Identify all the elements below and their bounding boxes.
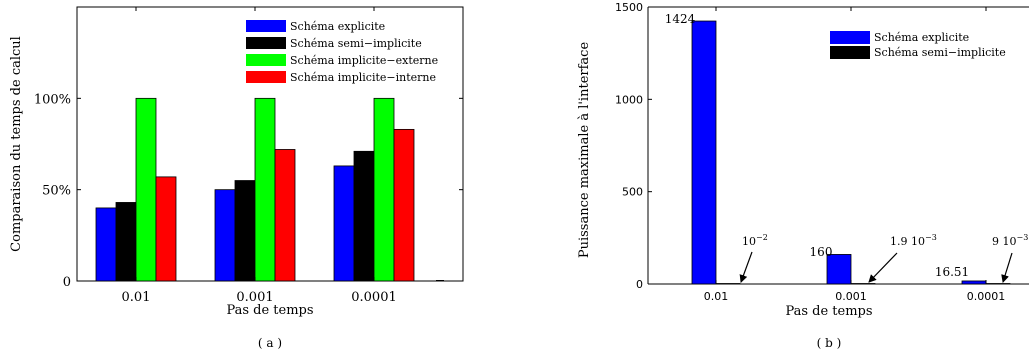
chart-b-legend-swatch <box>830 46 870 59</box>
chart-a-legend-swatch <box>246 71 286 83</box>
chart-a-ytick-label: 100% <box>34 92 71 107</box>
chart-a-bar <box>135 97 157 282</box>
chart-a-xtick-label: 0.0001 <box>351 290 397 305</box>
chart-b-legend-label: Schéma semi−implicite <box>874 46 1006 59</box>
chart-b-annotation-label: 9 10−3 <box>992 233 1028 248</box>
chart-b-xtick-label: 0.01 <box>704 290 729 303</box>
chart-b-annotation-label: 10−2 <box>742 233 768 248</box>
chart-b-bar <box>850 283 876 285</box>
chart-b-ylabel: Puissance maximale à l'interface <box>577 42 592 259</box>
chart-b-xlabel: Pas de temps <box>785 304 872 319</box>
chart-a-legend-label: Schéma implicite−externe <box>290 54 438 67</box>
chart-a-bar <box>115 202 137 282</box>
chart-a-bar <box>373 97 395 282</box>
chart-b-xtick-label: 0.0001 <box>967 290 1006 303</box>
chart-b-bar <box>826 254 852 285</box>
chart-a-bar <box>155 176 177 282</box>
chart-a-bar <box>333 165 355 282</box>
chart-b-ytick-label: 1500 <box>615 1 643 14</box>
chart-b-panel-label: ( b ) <box>817 336 842 350</box>
chart-b-ytick-label: 0 <box>636 278 643 291</box>
chart-a-legend-label: Schéma explicite <box>290 20 385 33</box>
chart-a-xlabel: Pas de temps <box>226 303 313 318</box>
chart-b-bar <box>961 280 987 285</box>
chart-a-legend-swatch <box>246 37 286 49</box>
chart-b-legend-label: Schéma explicite <box>874 31 969 44</box>
chart-b-xtick-label: 0.001 <box>835 290 867 303</box>
chart-b-annotation-arrow <box>1001 252 1013 283</box>
chart-b: 0 500 1000 1500 0.01 0.001 0.0001 1424 160 16.5… <box>577 1 1029 350</box>
chart-b-bar <box>715 283 741 285</box>
chart-a-bar <box>393 128 415 282</box>
chart-b-ytick-label: 1000 <box>615 93 643 106</box>
chart-a-legend-swatch <box>246 20 286 32</box>
chart-a-legend: Schéma explicite Schéma semi−implicite Sch… <box>243 13 451 87</box>
chart-b-legend-swatch <box>830 31 870 44</box>
chart-a-panel-label: ( a ) <box>258 336 282 350</box>
chart-a-bar <box>353 150 375 282</box>
chart-b-bar <box>691 20 717 285</box>
chart-a-bar <box>95 207 117 282</box>
chart-b-ytick-label: 500 <box>622 186 643 199</box>
chart-a-bar <box>234 180 256 282</box>
chart-b-annotation-label: 1.9 10−3 <box>890 233 937 248</box>
chart-a-legend-label: Schéma implicite−interne <box>290 71 436 84</box>
chart-b-value-label: 1424 <box>665 12 696 26</box>
chart-b-annotation-arrow <box>739 251 753 283</box>
chart-a-bar <box>254 97 276 282</box>
chart-b-bar <box>985 283 1011 285</box>
chart-b-legend: Schéma explicite Schéma semi−implicite <box>830 31 1006 59</box>
chart-a-bar <box>214 189 236 282</box>
chart-a-bar <box>274 149 296 282</box>
chart-b-annotation-arrow <box>868 252 898 283</box>
chart-a-ylabel: Comparaison du temps de calcul <box>9 36 24 252</box>
chart-a-legend-swatch <box>246 54 286 66</box>
chart-a: 0 50% 100% 0.01 0.001 0.0001 Pas de temps Co… <box>9 6 464 350</box>
chart-a-ytick-label: 0 <box>63 275 71 290</box>
chart-a-xtick-label: 0.001 <box>236 290 273 305</box>
chart-b-value-label: 160 <box>810 245 833 259</box>
chart-a-ytick-label: 50% <box>42 184 71 199</box>
chart-b-value-label: 16.51 <box>935 265 969 279</box>
chart-a-xtick-label: 0.01 <box>122 290 151 305</box>
chart-a-legend-label: Schéma semi−implicite <box>290 37 422 50</box>
